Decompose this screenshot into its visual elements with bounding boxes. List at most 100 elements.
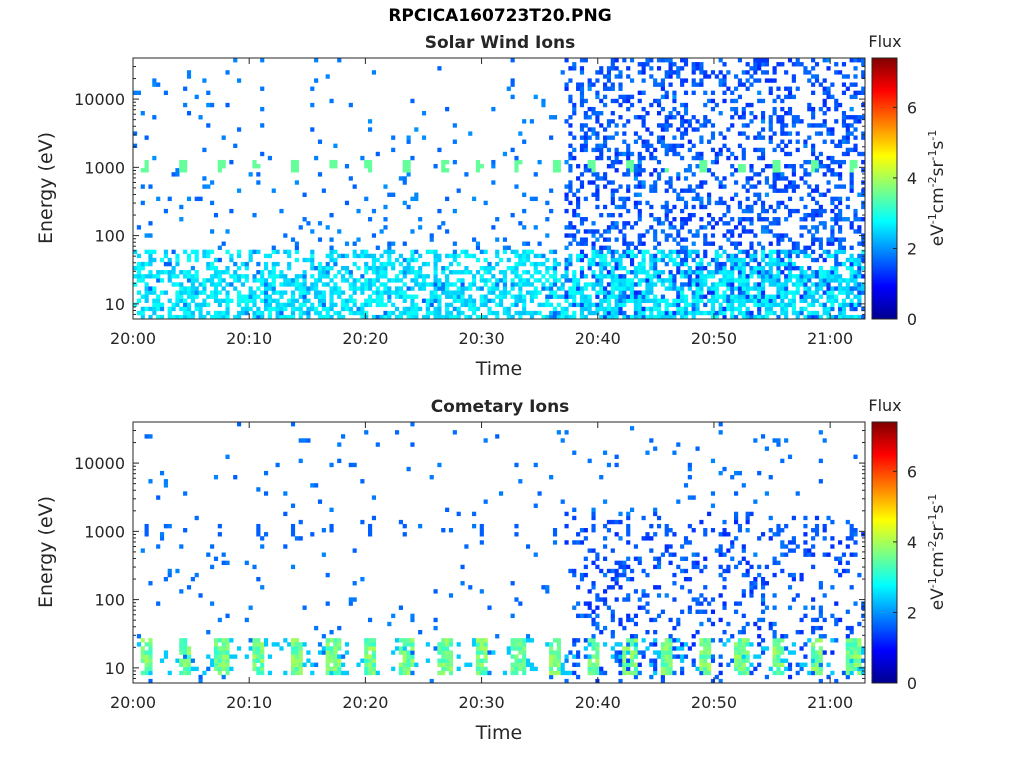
heatmap-cell [676, 176, 681, 181]
heatmap-cell [749, 642, 754, 647]
heatmap-cell [722, 184, 727, 189]
heatmap-cell [830, 172, 835, 177]
heatmap-cell [718, 261, 723, 267]
heatmap-cell [556, 302, 561, 308]
heatmap-cell [633, 634, 638, 639]
heatmap-cell [787, 58, 793, 63]
heatmap-cell [159, 306, 165, 312]
heatmap-cell [861, 204, 866, 210]
heatmap-cell [522, 139, 527, 144]
heatmap-cell [664, 147, 669, 153]
heatmap-cell [753, 257, 758, 263]
heatmap-cell [152, 290, 157, 295]
heatmap-cell [811, 662, 816, 667]
heatmap-cell [645, 294, 650, 299]
heatmap-cell [680, 58, 685, 63]
heatmap-cell [579, 540, 585, 545]
heatmap-cell [757, 634, 762, 639]
heatmap-cell [645, 593, 650, 598]
heatmap-cell [414, 282, 419, 287]
heatmap-cell [175, 298, 180, 303]
heatmap-cell [267, 654, 272, 659]
heatmap-cell [622, 666, 627, 672]
heatmap-cell [822, 634, 827, 639]
heatmap-cell [784, 658, 789, 663]
heatmap-cell [448, 528, 454, 533]
heatmap-cell [414, 127, 419, 132]
heatmap-cell [749, 670, 754, 676]
heatmap-cell [649, 253, 654, 259]
heatmap-cell [229, 257, 234, 263]
heatmap-cell [202, 286, 207, 291]
heatmap-cell [603, 237, 608, 242]
heatmap-cell [410, 265, 415, 271]
heatmap-cell [329, 306, 334, 312]
heatmap-cell [445, 229, 450, 234]
heatmap-cell [641, 143, 646, 149]
heatmap-cell [787, 196, 793, 202]
heatmap-cell [710, 233, 716, 238]
heatmap-cell [707, 617, 712, 623]
heatmap-cell [595, 552, 600, 557]
heatmap-cell [753, 654, 758, 659]
heatmap-cell [583, 139, 588, 144]
heatmap-cell [830, 270, 835, 275]
heatmap-cell [587, 306, 592, 312]
heatmap-cell [741, 593, 746, 598]
heatmap-cell [838, 229, 843, 234]
heatmap-cell [811, 90, 816, 96]
heatmap-cell [421, 314, 427, 320]
heatmap-cell [734, 536, 739, 541]
heatmap-cell [217, 302, 222, 308]
heatmap-cell [680, 196, 685, 202]
heatmap-cell [233, 278, 238, 283]
heatmap-cell [633, 302, 638, 308]
heatmap-cell [499, 270, 504, 275]
heatmap-cell [834, 638, 839, 643]
heatmap-cell [845, 123, 850, 128]
heatmap-cell [144, 662, 149, 667]
heatmap-cell [525, 282, 531, 287]
heatmap-cell [603, 127, 608, 132]
heatmap-cell [186, 111, 192, 116]
heatmap-cell [637, 241, 642, 246]
heatmap-cell [587, 127, 592, 132]
heatmap-cell [622, 139, 627, 144]
heatmap-cell [302, 192, 307, 197]
heatmap-cell [841, 552, 847, 557]
heatmap-cell [371, 261, 377, 267]
heatmap-cell [691, 188, 696, 193]
heatmap-cell [826, 180, 831, 185]
heatmap-cell [695, 155, 700, 161]
heatmap-cell [699, 155, 704, 161]
heatmap-cell [849, 662, 854, 667]
heatmap-cell [822, 119, 827, 124]
heatmap-cell [672, 94, 677, 100]
heatmap-cell [672, 135, 677, 140]
heatmap-cell [695, 597, 700, 602]
heatmap-cell [718, 78, 723, 83]
heatmap-cell [321, 274, 326, 279]
heatmap-cell [402, 282, 407, 287]
x-axis-label: Time [475, 358, 523, 380]
heatmap-cell [583, 237, 588, 242]
heatmap-cell [618, 159, 623, 165]
heatmap-cell [502, 294, 507, 299]
heatmap-cell [502, 306, 507, 312]
heatmap-cell [784, 111, 789, 116]
heatmap-cell [371, 638, 377, 643]
heatmap-cell [629, 634, 635, 639]
heatmap-cell [633, 654, 638, 659]
heatmap-cell [387, 314, 392, 320]
heatmap-cell [626, 155, 631, 161]
heatmap-cell [364, 253, 369, 259]
heatmap-cell [433, 294, 438, 299]
heatmap-cell [186, 310, 192, 316]
heatmap-cell [795, 131, 800, 136]
heatmap-cell [275, 314, 280, 320]
heatmap-cell [610, 225, 615, 230]
heatmap-cell [487, 298, 492, 303]
heatmap-cell [653, 253, 658, 259]
heatmap-cell [714, 155, 719, 161]
heatmap-cell [857, 654, 862, 659]
